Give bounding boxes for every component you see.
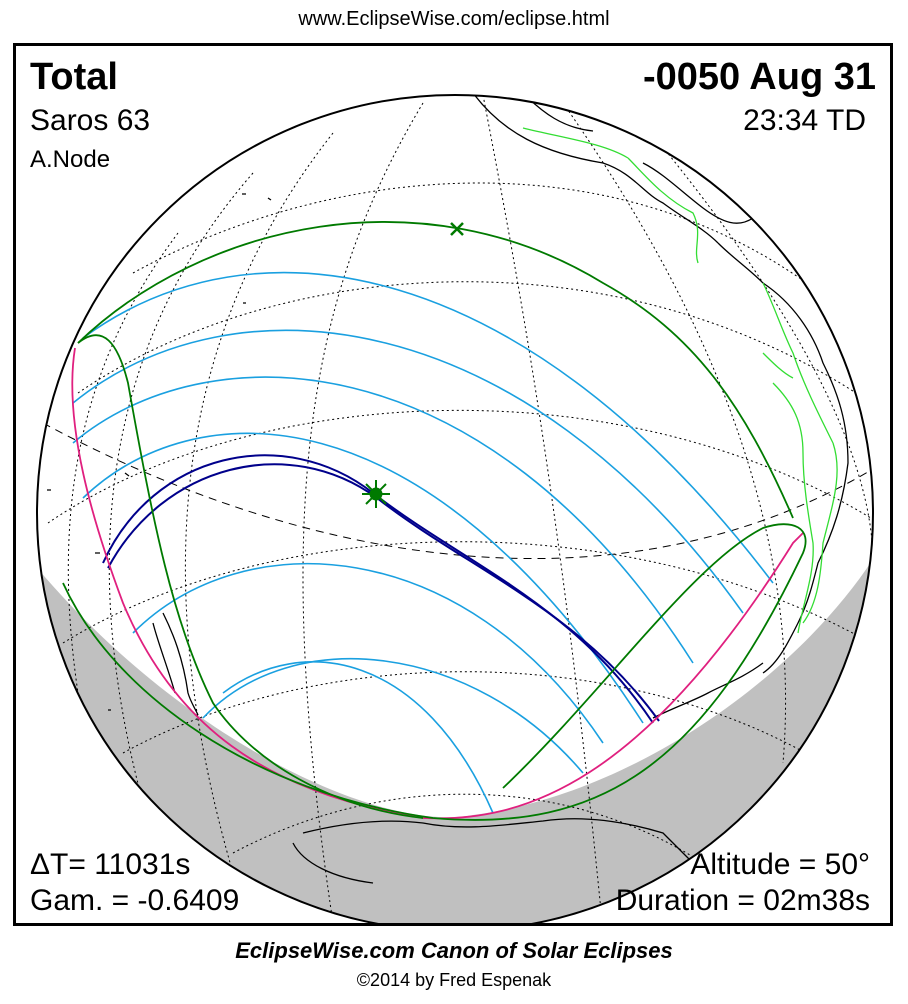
country-borders bbox=[522, 127, 838, 634]
footer-copyright: ©2014 by Fred Espenak bbox=[356, 970, 552, 990]
subsolar-x-icon bbox=[450, 222, 464, 236]
delta-t: ΔT= 11031s bbox=[30, 848, 191, 881]
globe-map bbox=[36, 94, 874, 923]
greatest-eclipse-star-icon bbox=[362, 480, 390, 508]
eclipse-map-panel: Total -0050 Aug 31 Saros 63 23:34 TD A.N… bbox=[13, 43, 893, 926]
partial-eclipse-lines bbox=[72, 271, 774, 814]
coastlines bbox=[47, 95, 849, 884]
altitude: Altitude = 50° bbox=[690, 848, 870, 881]
node-label: A.Node bbox=[30, 146, 111, 173]
night-shade bbox=[37, 543, 873, 923]
eclipse-date: -0050 Aug 31 bbox=[642, 56, 876, 98]
gamma: Gam. = -0.6409 bbox=[30, 884, 240, 917]
globe-disk bbox=[37, 95, 873, 923]
eclipse-time: 23:34 TD bbox=[743, 104, 866, 137]
penumbral-limits bbox=[62, 221, 807, 821]
globe-outline bbox=[36, 94, 874, 923]
saros-number: Saros 63 bbox=[30, 104, 151, 137]
eclipse-type: Total bbox=[30, 56, 118, 98]
site-url: www.EclipseWise.com/eclipse.html bbox=[298, 8, 610, 30]
footer-title: EclipseWise.com Canon of Solar Eclipses bbox=[235, 938, 673, 963]
duration: Duration = 02m38s bbox=[615, 884, 870, 917]
